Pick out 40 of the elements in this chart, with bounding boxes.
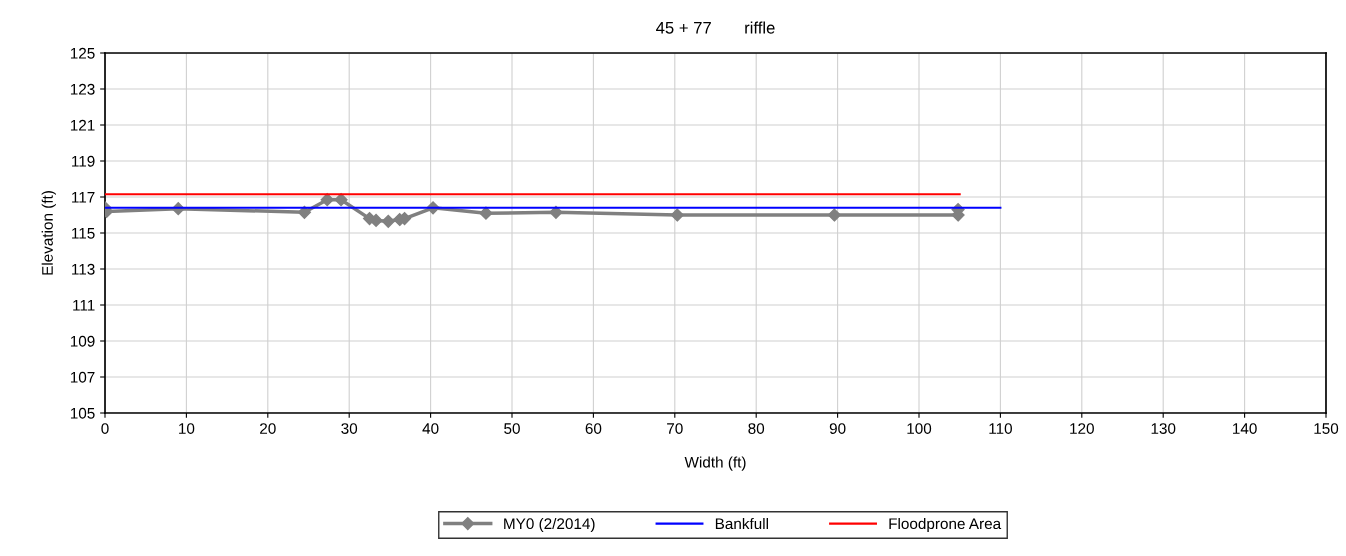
x-tick-label: 90 xyxy=(829,423,846,434)
y-tick-label: 105 xyxy=(70,407,95,419)
y-tick-label: 125 xyxy=(70,47,95,59)
x-tick-label: 150 xyxy=(1314,423,1339,434)
y-tick-label: 117 xyxy=(72,192,95,203)
point xyxy=(479,206,493,220)
y-tick-label: 113 xyxy=(72,263,95,275)
x-tick-label: 20 xyxy=(260,423,276,434)
y-tick-label: 121 xyxy=(70,119,95,131)
x-tick-label: 70 xyxy=(667,423,683,434)
x-tick-label: 40 xyxy=(422,423,439,434)
point xyxy=(381,214,395,228)
point xyxy=(827,208,841,222)
y-tick-label: 115 xyxy=(72,228,95,239)
point xyxy=(297,205,312,219)
x-tick-label: 50 xyxy=(504,423,520,434)
y-tick-label: 111 xyxy=(73,300,95,311)
x-tick-label: 10 xyxy=(179,423,195,434)
x-axis-title: Width (ft) xyxy=(684,456,746,471)
y-tick-label: 119 xyxy=(72,155,95,167)
y-tick-label: 107 xyxy=(70,371,95,383)
point xyxy=(334,193,348,207)
x-tick-label: 100 xyxy=(907,423,932,434)
x-tick-label: 60 xyxy=(585,423,602,434)
y-tick-label: 123 xyxy=(70,83,95,95)
x-tick-label: 0 xyxy=(101,423,109,434)
y-axis-title: Elevation (ft) xyxy=(41,191,56,275)
legend-label: MY0 (2/2014) xyxy=(504,517,595,533)
legend-label: Floodprone Area xyxy=(889,517,1002,533)
x-tick-label: 110 xyxy=(989,423,1012,434)
y-tick-label: 109 xyxy=(70,335,95,347)
chart-title: 45 + 77 riffle xyxy=(656,21,775,34)
x-tick-label: 30 xyxy=(341,423,358,434)
point xyxy=(320,193,334,207)
legend-label: Bankfull xyxy=(715,517,768,530)
point xyxy=(670,208,684,222)
x-tick-label: 80 xyxy=(748,423,765,434)
x-tick-label: 140 xyxy=(1233,423,1257,434)
x-tick-label: 130 xyxy=(1151,423,1176,434)
x-tick-label: 120 xyxy=(1070,423,1094,434)
